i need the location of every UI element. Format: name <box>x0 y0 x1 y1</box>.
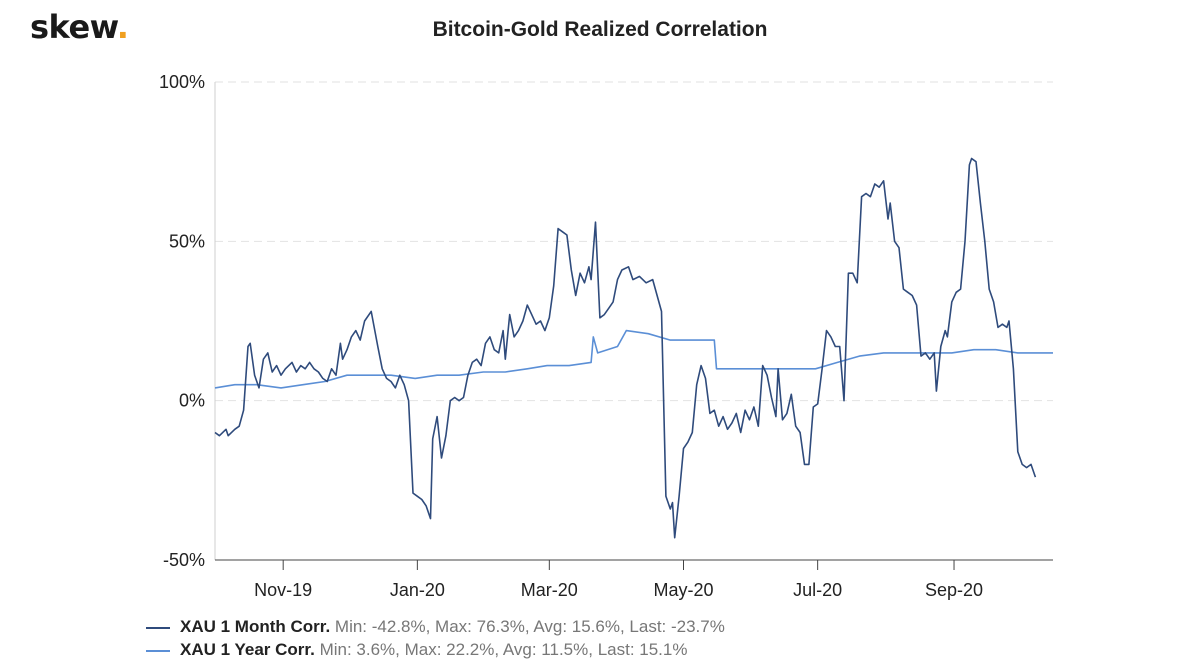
axes <box>214 82 1053 561</box>
y-tick-label: 0% <box>179 391 205 411</box>
x-axis-ticks: Nov-19 Jan-20 Mar-20 May-20 Jul-20 Sep-20 <box>254 560 983 600</box>
legend-stats-1-year: Min: 3.6%, Max: 22.2%, Avg: 11.5%, Last:… <box>319 640 688 659</box>
x-tick-label: Sep-20 <box>925 580 983 600</box>
legend-name-1-month: XAU 1 Month Corr. <box>180 617 331 636</box>
y-tick-label: -50% <box>163 550 205 570</box>
x-tick-label: Jan-20 <box>390 580 445 600</box>
x-tick-label: Mar-20 <box>521 580 578 600</box>
series-line-1-month <box>214 157 1037 539</box>
skew-logo: skew. <box>30 8 129 46</box>
legend-item-1-month[interactable]: XAU 1 Month Corr. Min: -42.8%, Max: 76.3… <box>146 617 725 637</box>
x-tick-label: Jul-20 <box>793 580 842 600</box>
legend-name-1-year: XAU 1 Year Corr. <box>180 640 315 659</box>
x-tick-label: May-20 <box>653 580 713 600</box>
series-line-1-year <box>214 329 1053 389</box>
legend-swatch-1-year <box>146 649 170 652</box>
legend-item-1-year[interactable]: XAU 1 Year Corr. Min: 3.6%, Max: 22.2%, … <box>146 640 687 660</box>
grid-lines <box>215 81 1053 402</box>
legend-stats-1-month: Min: -42.8%, Max: 76.3%, Avg: 15.6%, Las… <box>334 617 725 636</box>
logo-text: skew <box>30 8 117 46</box>
y-tick-label: 50% <box>169 231 205 251</box>
logo-dot: . <box>116 8 129 46</box>
chart-title: Bitcoin-Gold Realized Correlation <box>432 18 768 41</box>
x-tick-label: Nov-19 <box>254 580 312 600</box>
series-lines <box>214 157 1053 539</box>
y-tick-label: 100% <box>159 72 205 92</box>
legend-swatch-1-month <box>146 626 170 629</box>
y-axis-ticks: 100% 50% 0% -50% <box>159 72 205 570</box>
